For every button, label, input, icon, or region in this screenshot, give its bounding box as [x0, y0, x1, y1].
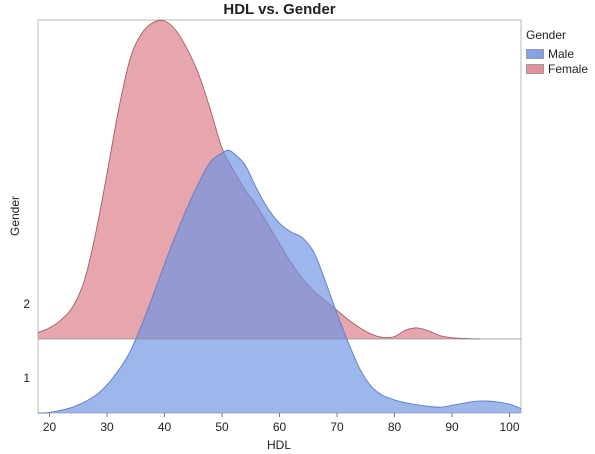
chart-title: HDL vs. Gender: [223, 1, 336, 18]
y-axis: 12: [23, 297, 30, 385]
x-tick-label: 60: [273, 420, 287, 434]
x-tick-label: 80: [388, 420, 402, 434]
legend-item-female[interactable]: Female: [526, 61, 588, 76]
legend-swatch-female: [526, 63, 544, 74]
x-axis-label: HDL: [267, 438, 291, 452]
x-tick-label: 30: [100, 420, 114, 434]
y-category-label: 2: [23, 297, 30, 311]
legend-title: Gender: [526, 28, 567, 42]
x-axis: 20 30 40 50 60 70 80 90 100: [43, 413, 520, 434]
x-tick-label: 100: [499, 420, 519, 434]
x-tick-label: 20: [43, 420, 57, 434]
legend: Gender Male Female: [526, 28, 588, 76]
ridges: [37, 19, 522, 414]
x-tick-label: 90: [445, 420, 459, 434]
legend-swatch-male: [526, 48, 544, 59]
density-area-female: [38, 20, 481, 339]
legend-item-male[interactable]: Male: [526, 46, 588, 61]
x-tick-label: 40: [158, 420, 172, 434]
legend-label-male: Male: [548, 46, 575, 61]
density-outline-male: [37, 149, 522, 414]
x-tick-label: 50: [215, 420, 229, 434]
y-axis-label: Gender: [8, 196, 22, 236]
density-area-male: [38, 150, 521, 414]
legend-label-female: Female: [548, 61, 589, 76]
x-tick-label: 70: [330, 420, 344, 434]
y-category-label: 1: [23, 371, 30, 385]
